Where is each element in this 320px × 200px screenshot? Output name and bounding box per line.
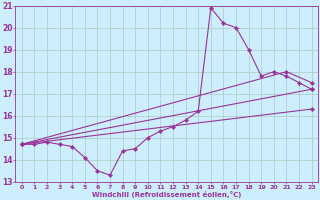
X-axis label: Windchill (Refroidissement éolien,°C): Windchill (Refroidissement éolien,°C)	[92, 191, 241, 198]
